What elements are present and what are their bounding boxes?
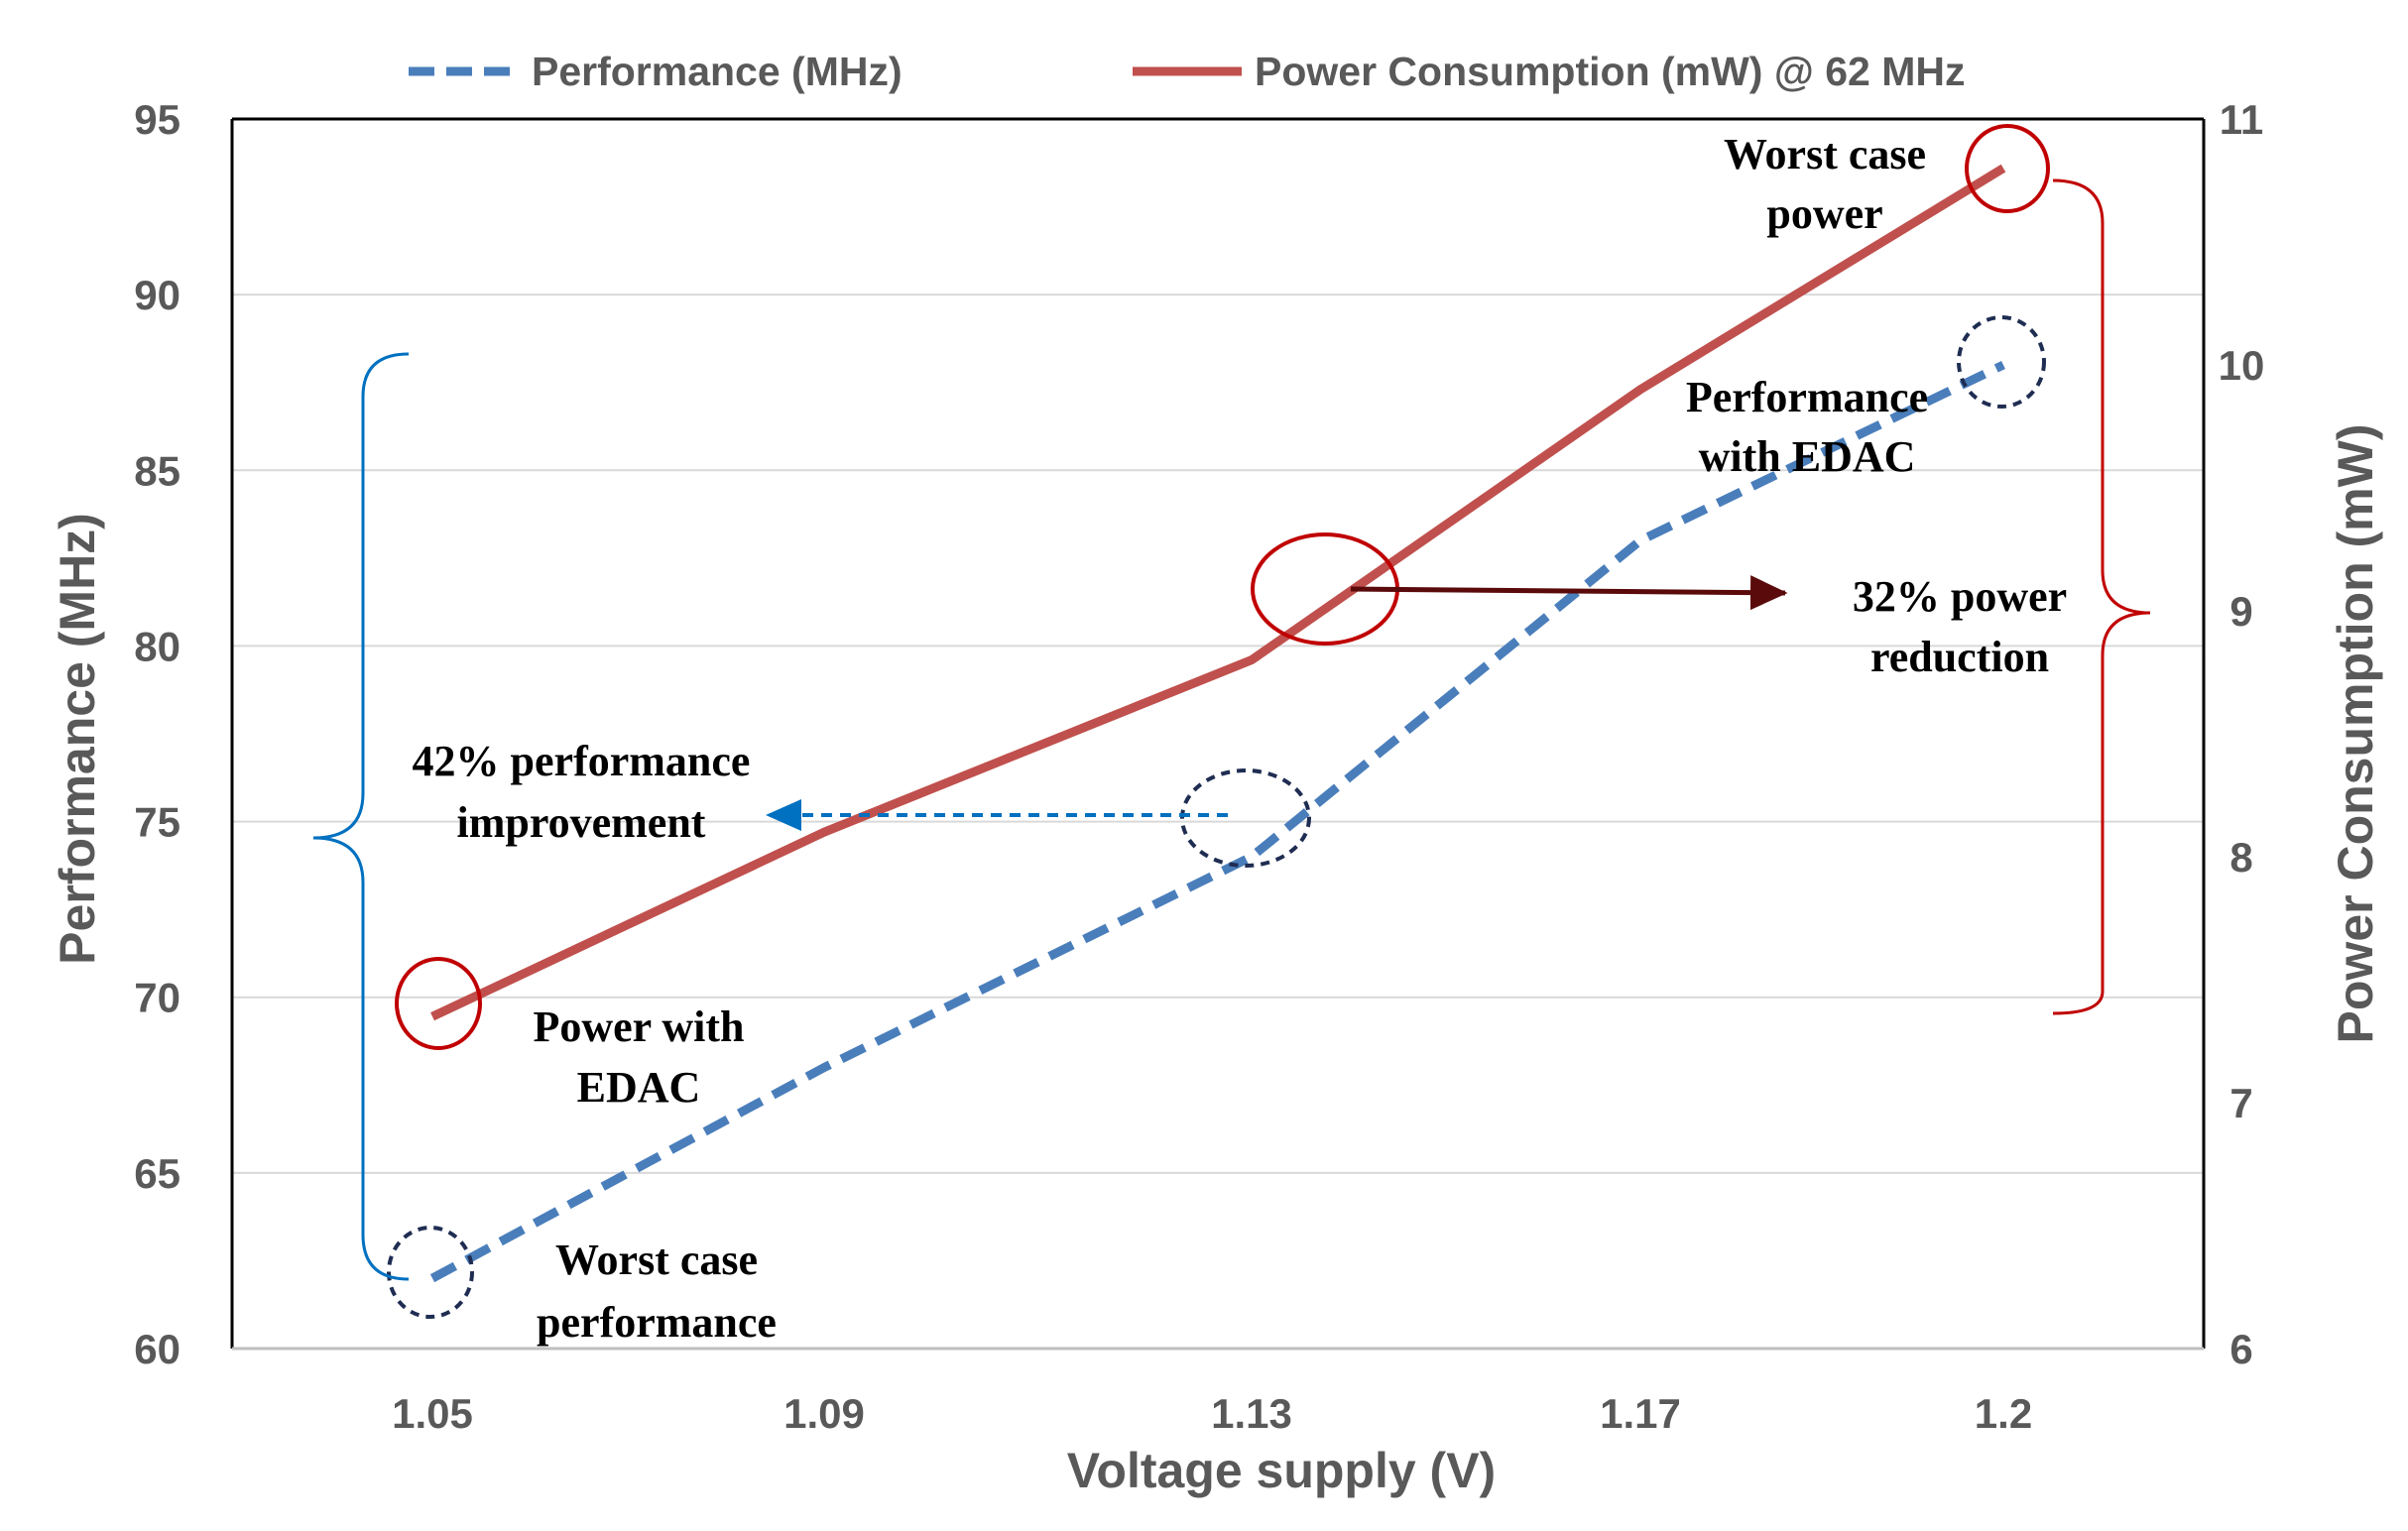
y-tick-label: 75	[134, 799, 181, 846]
x-tick-label: 1.2	[1975, 1390, 2032, 1437]
y-tick-label: 85	[134, 447, 181, 494]
y2-tick-label: 9	[2229, 588, 2252, 635]
x-tick-label: 1.05	[392, 1390, 473, 1437]
power-reduction-line2: reduction	[1870, 633, 2049, 681]
y-tick-label: 95	[134, 96, 181, 143]
power-reduction-arrow	[1350, 575, 1788, 611]
annotation-markers	[387, 124, 2050, 1319]
annotation-labels: Worst case power Performance with EDAC 3…	[413, 130, 2068, 1347]
x-tick-label: 1.09	[783, 1390, 865, 1437]
performance-edac-line1: Performance	[1686, 373, 1928, 421]
y2-axis-title: Power Consumption (mW)	[2328, 424, 2383, 1044]
power-reduction-line1: 32% power	[1853, 572, 2067, 621]
worst-power-circle	[1965, 124, 2050, 213]
x-tick-label: 1.17	[1600, 1390, 1681, 1437]
worst-performance-circle	[387, 1226, 474, 1319]
x-axis-title: Voltage supply (V)	[1067, 1443, 1496, 1498]
legend-power-label: Power Consumption (mW) @ 62 MHz	[1255, 49, 1965, 94]
axes	[230, 117, 2206, 1351]
y-tick-label: 60	[134, 1326, 181, 1372]
legend-performance-label: Performance (MHz)	[532, 49, 903, 94]
power-edac-line1: Power with	[533, 1002, 744, 1051]
y2-tick-label: 11	[2220, 96, 2263, 143]
performance-edac-line2: with EDAC	[1699, 432, 1916, 481]
performance-improvement-line2: improvement	[457, 798, 706, 847]
gridlines	[232, 294, 2204, 1174]
power-consumption-line	[430, 164, 2006, 1021]
x-tick-label: 1.13	[1211, 1390, 1292, 1437]
worst-case-performance-line1: Worst case	[555, 1236, 758, 1284]
right-axis-tick-labels: 6 7 8 9 10 11	[2219, 96, 2265, 1372]
y2-tick-label: 8	[2229, 834, 2252, 881]
worst-case-performance-line2: performance	[537, 1298, 777, 1347]
worst-case-power-line2: power	[1766, 189, 1882, 238]
power-brace	[2052, 178, 2151, 1015]
performance-brace	[312, 352, 410, 1281]
performance-line	[429, 360, 2005, 1283]
legend: Performance (MHz) Power Consumption (mW)…	[409, 49, 1965, 94]
y-axis-title: Performance (MHz)	[50, 513, 105, 965]
worst-case-power-line1: Worst case	[1724, 130, 1926, 178]
performance-edac-circle	[1957, 315, 2046, 409]
x-axis-tick-labels: 1.05 1.09 1.13 1.17 1.2	[392, 1390, 2032, 1437]
power-edac-line2: EDAC	[577, 1063, 701, 1112]
left-axis-tick-labels: 60 65 70 75 80 85 90 95	[134, 96, 181, 1372]
y-tick-label: 90	[134, 272, 181, 318]
series-group	[429, 164, 2006, 1283]
performance-improvement-line1: 42% performance	[413, 737, 751, 785]
y2-tick-label: 6	[2229, 1326, 2252, 1372]
y-tick-label: 80	[134, 623, 181, 669]
performance-improvement-circle	[1180, 768, 1311, 868]
y2-tick-label: 7	[2229, 1080, 2252, 1126]
y-tick-label: 65	[134, 1150, 181, 1197]
y2-tick-label: 10	[2219, 342, 2265, 389]
y-tick-label: 70	[134, 975, 181, 1021]
power-edac-circle	[395, 957, 482, 1050]
